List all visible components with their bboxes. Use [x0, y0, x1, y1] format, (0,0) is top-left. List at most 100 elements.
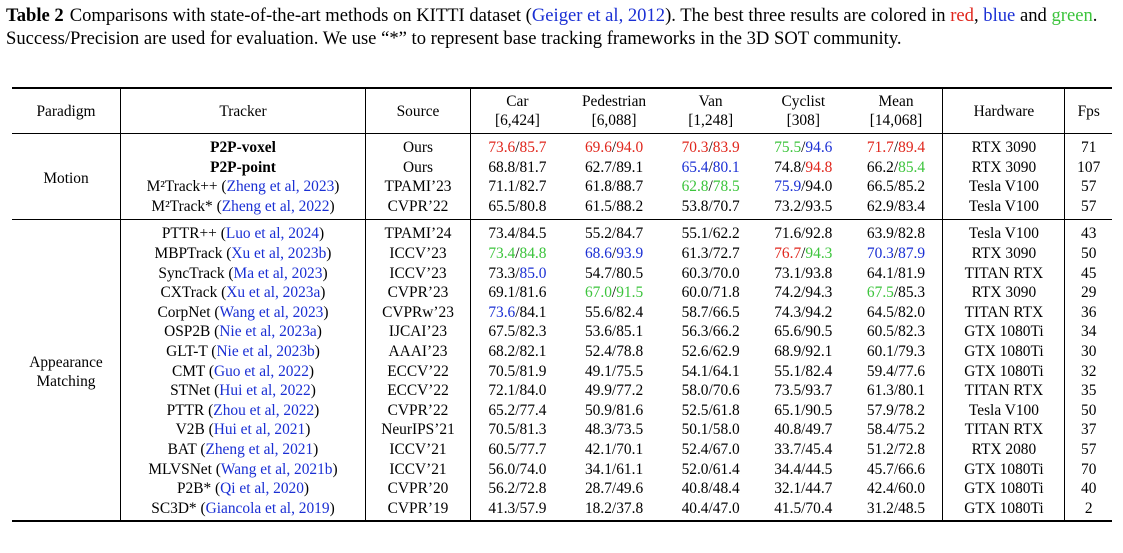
success-value: 60.0	[681, 284, 709, 302]
table-row: Motion P2P-voxel Ours 73.6/85.7 69.6/94.0 70.…	[12, 133, 1112, 220]
precision-value: 84.7	[616, 225, 644, 243]
precision-value: 70.7	[712, 197, 740, 215]
source-value: AAAI’23	[388, 342, 448, 360]
citation-link[interactable]: Xu et al, 2023a	[226, 284, 321, 302]
success-value: 73.4	[488, 225, 516, 243]
success-value: 52.6	[681, 342, 709, 360]
cyclist-cell: 73.1/93.8	[774, 264, 833, 282]
fps-value: 50	[1081, 244, 1097, 262]
pedestrian-cell: 42.1/70.1	[584, 440, 644, 458]
citation-link[interactable]: Zheng et al, 2022	[221, 197, 330, 215]
success-value: 55.1	[774, 362, 802, 380]
precision-value: 81.9	[898, 264, 926, 282]
precision-value: 67.0	[712, 440, 740, 458]
tracker-cell: PTTR (Zhou et al, 2022)	[120, 400, 366, 421]
pedestrian-cell: 55.2/84.7	[563, 219, 665, 244]
van-cell: 40.8/48.4	[681, 480, 740, 498]
success-value: 65.4	[681, 158, 709, 176]
citation-link[interactable]: Ma et al, 2023	[233, 264, 323, 282]
pedestrian-cell: 61.8/88.7	[584, 178, 644, 196]
hardware-value: GTX 1080Ti	[964, 362, 1044, 380]
precision-value: 72.8	[898, 440, 926, 458]
table-body: Motion P2P-voxel Ours 73.6/85.7 69.6/94.0 70.…	[12, 133, 1112, 523]
table-row: PTTR (Zhou et al, 2022) CVPR’22 65.2/77.4 5…	[12, 400, 1112, 421]
citation-link[interactable]: Qi et al, 2020	[220, 480, 304, 498]
fps-cell: 29	[1065, 283, 1112, 303]
precision-value: 91.5	[616, 284, 644, 302]
citation-link[interactable]: Guo et al, 2022	[214, 362, 309, 380]
cyclist-cell: 74.2/94.3	[774, 284, 833, 302]
precision-value: 75.5	[616, 362, 644, 380]
citation-link[interactable]: Nie et al, 2023a	[219, 323, 317, 341]
success-value: 18.2	[584, 499, 612, 517]
success-value: 56.3	[681, 323, 709, 341]
precision-value: 70.0	[712, 264, 740, 282]
success-value: 55.1	[681, 225, 709, 243]
citation-link[interactable]: Wang et al, 2023	[219, 303, 324, 321]
fps-value: 35	[1081, 382, 1097, 400]
van-cell: 62.8/78.5	[681, 178, 740, 196]
van-cell: 50.1/58.0	[681, 421, 740, 439]
source-value: CVPR’19	[387, 499, 449, 517]
fps-cell: 107	[1065, 158, 1112, 178]
pedestrian-cell: 49.1/75.5	[584, 362, 644, 380]
citation-link[interactable]: Zhou et al, 2022	[213, 401, 315, 419]
precision-value: 66.5	[712, 303, 740, 321]
precision-value: 84.5	[519, 225, 547, 243]
precision-value: 70.4	[805, 499, 833, 517]
table-row: CorpNet (Wang et al, 2023) CVPRw’23 73.6/8…	[12, 302, 1112, 323]
citation-link[interactable]: Hui et al, 2021	[213, 421, 306, 439]
mean-cell: 71.7/89.4	[849, 133, 944, 158]
citation-link[interactable]: Zheng et al, 2023	[226, 178, 335, 196]
tracker-cell: STNet (Hui et al, 2022)	[120, 381, 366, 401]
success-value: 68.8	[488, 158, 516, 176]
source-cell: NeurIPS’21	[365, 420, 471, 440]
car-cell: 73.4/84.8	[488, 244, 547, 262]
car-cell: 73.4/84.5	[470, 219, 564, 244]
mean-cell: 58.4/75.2	[849, 420, 944, 440]
citation-link[interactable]: Giancola et al, 2019	[205, 499, 330, 517]
success-value: 61.8	[584, 178, 612, 196]
mean-cell: 60.5/82.3	[849, 322, 944, 342]
pedestrian-cell: 48.3/73.5	[584, 421, 644, 439]
precision-value: 77.7	[519, 440, 547, 458]
mean-cell: 31.2/48.5	[849, 498, 944, 523]
citation-link[interactable]: Xu et al, 2023b	[231, 244, 327, 262]
success-value: 72.1	[488, 382, 516, 400]
hardware-value: RTX 2080	[971, 440, 1037, 458]
header-car-label: Car	[506, 93, 529, 110]
success-value: 53.8	[681, 197, 709, 215]
tracker-name: SC3D*	[151, 499, 197, 517]
citation-link[interactable]: Hui et al, 2022	[219, 382, 311, 400]
precision-value: 94.2	[805, 303, 833, 321]
success-value: 70.5	[488, 362, 516, 380]
citation-link[interactable]: Nie et al, 2023b	[216, 342, 315, 360]
citation-link[interactable]: Zheng et al, 2021	[205, 440, 314, 458]
precision-value: 45.4	[805, 440, 833, 458]
source-value: Ours	[403, 139, 433, 156]
precision-value: 37.8	[616, 499, 644, 517]
pedestrian-cell: 68.6/93.9	[584, 244, 644, 262]
success-value: 50.1	[681, 421, 709, 439]
precision-value: 90.5	[805, 323, 833, 341]
cyclist-cell: 76.7/94.3	[774, 244, 833, 262]
precision-value: 77.4	[519, 401, 547, 419]
hardware-cell: Tesla V100	[942, 219, 1066, 244]
tracker-name: GLT-T	[166, 342, 208, 360]
hardware-cell: Tesla V100	[942, 400, 1066, 421]
citation-link[interactable]: Wang et al, 2021b	[220, 460, 333, 478]
header-van: Van [1,248]	[664, 88, 757, 134]
success-value: 52.4	[681, 440, 709, 458]
van-cell: 52.6/62.9	[681, 342, 740, 360]
fps-value: 36	[1081, 303, 1097, 321]
pedestrian-cell: 69.6/94.0	[584, 139, 644, 156]
precision-value: 82.7	[519, 178, 547, 196]
citation-link[interactable]: Luo et al, 2024	[225, 225, 320, 243]
success-value: 62.8	[681, 178, 709, 196]
success-value: 48.3	[584, 421, 612, 439]
hardware-cell: GTX 1080Ti	[942, 459, 1066, 480]
citation-link[interactable]: Geiger et al, 2012	[531, 5, 666, 26]
success-value: 73.6	[488, 303, 516, 321]
success-value: 45.7	[866, 460, 894, 478]
hardware-value: RTX 3090	[971, 139, 1037, 156]
